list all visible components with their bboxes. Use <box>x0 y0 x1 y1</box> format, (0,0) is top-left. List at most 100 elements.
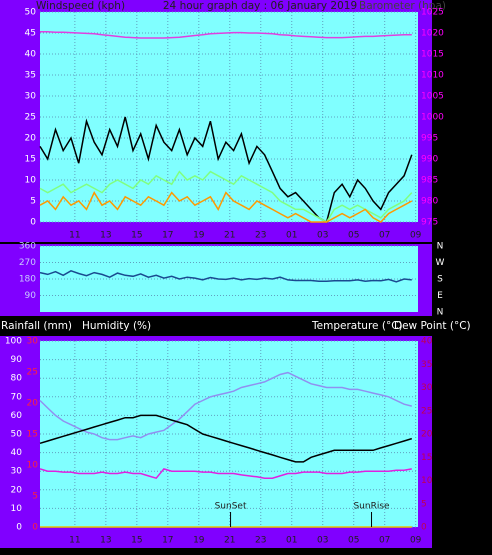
x-tick-label: 05 <box>348 231 359 241</box>
y-tick-label: 20 <box>25 134 37 144</box>
y2-tick-label: 5 <box>421 499 427 509</box>
x-tick-label: 09 <box>410 231 422 241</box>
y2-tick-label: 0 <box>421 523 427 533</box>
y3-tick-label: 10 <box>27 461 39 471</box>
humidity-axis-title: Humidity (%) <box>82 320 151 332</box>
series-line <box>39 414 413 463</box>
y-tick-label: 50 <box>11 430 23 440</box>
y2-tick-label: 990 <box>421 155 438 165</box>
y-tick-label: 270 <box>19 258 36 268</box>
series-line <box>39 269 412 283</box>
y-tick-label: 40 <box>11 448 23 458</box>
y-tick-label: 35 <box>25 71 36 81</box>
temperature-axis-title: Temperature (°C) <box>311 320 403 332</box>
wind-axis-title: Windspeed (kph) <box>36 0 125 12</box>
y2-tick-label: 10 <box>421 476 433 486</box>
y-tick-label: 180 <box>19 275 36 285</box>
x-tick-label: 07 <box>379 231 390 241</box>
y2-tick-label: 1020 <box>421 29 444 39</box>
compass-label: E <box>437 291 443 301</box>
y2-tick-label: 995 <box>421 134 438 144</box>
y2-tick-label: 20 <box>421 430 433 440</box>
x-tick-label: 05 <box>348 536 359 546</box>
y-tick-label: 60 <box>11 411 23 421</box>
y-tick-label: 0 <box>30 218 36 228</box>
y2-tick-label: 1005 <box>421 92 444 102</box>
y2-tick-label: 1025 <box>421 8 444 18</box>
y-tick-label: 45 <box>25 29 36 39</box>
y2-tick-label: 1000 <box>421 113 444 123</box>
x-tick-label: 11 <box>69 231 80 241</box>
y3-tick-label: 25 <box>27 368 38 378</box>
dewpoint-axis-title: Dew Point (°C) <box>394 320 471 332</box>
y-tick-label: 25 <box>25 113 36 123</box>
y2-tick-label: 975 <box>421 218 438 228</box>
y2-tick-label: 1010 <box>421 71 444 81</box>
series-line <box>39 371 412 441</box>
x-tick-label: 21 <box>224 536 235 546</box>
y3-tick-label: 20 <box>27 399 39 409</box>
compass-label: S <box>437 275 443 285</box>
y-tick-label: 40 <box>25 50 37 60</box>
x-tick-label: 03 <box>317 536 328 546</box>
y-tick-label: 70 <box>11 392 23 402</box>
y-tick-label: 360 <box>19 242 36 252</box>
compass-label: N <box>437 242 444 252</box>
y-tick-label: 50 <box>25 8 37 18</box>
x-tick-label: 15 <box>131 536 142 546</box>
y2-tick-label: 15 <box>421 453 432 463</box>
y-tick-label: 100 <box>5 337 22 347</box>
y-tick-label: 15 <box>25 155 36 165</box>
x-tick-label: 09 <box>410 536 422 546</box>
x-tick-label: 19 <box>193 536 205 546</box>
x-tick-label: 01 <box>286 231 297 241</box>
x-tick-label: 21 <box>224 231 235 241</box>
y2-tick-label: 985 <box>421 176 438 186</box>
series-line <box>39 170 413 224</box>
y2-tick-label: 980 <box>421 197 438 207</box>
x-tick-label: 17 <box>162 536 173 546</box>
x-tick-label: 17 <box>162 231 173 241</box>
chart-title: 24 hour graph day : 06 January 2019 <box>163 0 357 12</box>
y2-tick-label: 25 <box>421 406 432 416</box>
y3-tick-label: 0 <box>32 523 38 533</box>
y-tick-label: 30 <box>11 467 23 477</box>
y-tick-label: 5 <box>30 197 36 207</box>
y3-tick-label: 30 <box>27 337 39 347</box>
x-tick-label: 23 <box>255 231 266 241</box>
annotation-label: SunSet <box>215 502 247 512</box>
barometer-axis-title: Barometer (hpa) <box>359 0 446 12</box>
x-tick-label: 15 <box>131 231 142 241</box>
x-tick-label: 01 <box>286 536 297 546</box>
x-tick-label: 03 <box>317 231 328 241</box>
x-tick-label: 19 <box>193 231 205 241</box>
y2-tick-label: 30 <box>421 383 433 393</box>
x-tick-label: 13 <box>100 536 111 546</box>
compass-label: W <box>436 258 445 268</box>
y-tick-label: 10 <box>11 504 23 514</box>
y-tick-label: 80 <box>11 374 23 384</box>
y-tick-label: 0 <box>16 523 22 533</box>
series-line <box>39 468 412 480</box>
annotation-label: SunRise <box>353 502 390 512</box>
y-tick-label: 90 <box>11 355 23 365</box>
series-line <box>39 116 413 224</box>
series-line <box>40 30 412 39</box>
x-tick-label: 23 <box>255 536 266 546</box>
y-tick-label: 90 <box>25 291 37 301</box>
y2-tick-label: 40 <box>421 337 433 347</box>
y-tick-label: 30 <box>25 92 37 102</box>
y3-tick-label: 15 <box>27 430 38 440</box>
x-tick-label: 07 <box>379 536 390 546</box>
series-line <box>39 191 413 223</box>
rainfall-axis-title: Rainfall (mm) <box>1 320 72 332</box>
x-tick-label: 11 <box>69 536 80 546</box>
y-tick-label: 10 <box>25 176 37 186</box>
compass-label: N <box>437 308 444 318</box>
y3-tick-label: 5 <box>32 492 38 502</box>
y2-tick-label: 1015 <box>421 50 444 60</box>
x-tick-label: 13 <box>100 231 111 241</box>
y2-tick-label: 35 <box>421 360 432 370</box>
y-tick-label: 20 <box>11 485 23 495</box>
